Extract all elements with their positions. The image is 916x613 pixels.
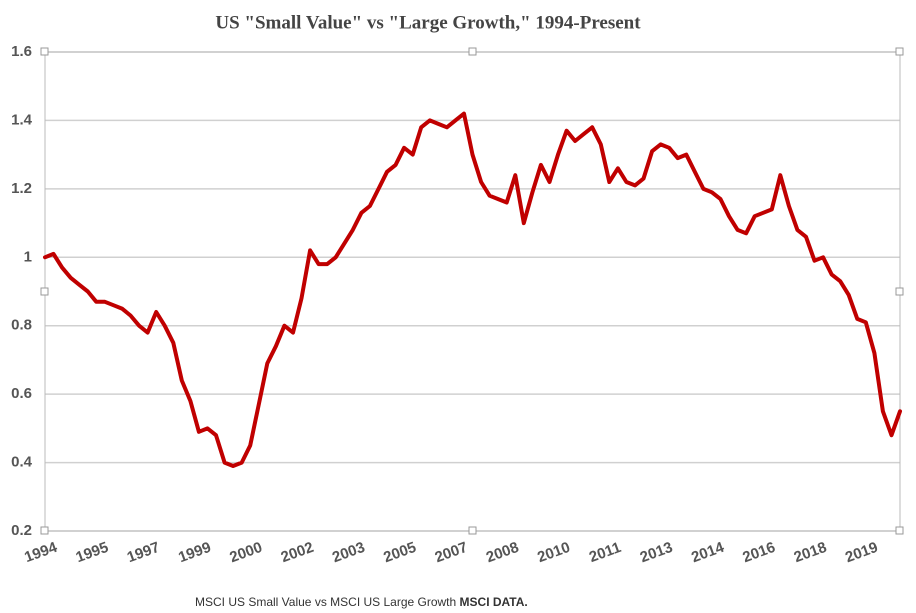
data-line xyxy=(43,111,902,468)
y-tick-label: 0.4 xyxy=(11,454,33,471)
x-tick-label: 2013 xyxy=(638,539,675,566)
caption-text: MSCI US Small Value vs MSCI US Large Gro… xyxy=(195,595,456,609)
source: MSCI DATA. xyxy=(460,595,528,609)
y-tick-label: 1.6 xyxy=(11,43,32,60)
frame-handles xyxy=(40,47,904,535)
y-tick-label: 0.8 xyxy=(11,317,32,334)
chart-title: US "Small Value" vs "Large Growth," 1994… xyxy=(215,12,641,33)
y-tick-label: 1.2 xyxy=(11,180,32,197)
x-tick-label: 2019 xyxy=(843,539,880,566)
x-tick-label: 1994 xyxy=(22,539,60,567)
y-tick-label: 1.4 xyxy=(11,111,33,128)
x-tick-label: 2010 xyxy=(535,539,572,566)
x-tick-label: 1995 xyxy=(74,539,111,566)
x-tick-label: 2002 xyxy=(279,539,316,566)
plot-frame xyxy=(44,51,901,532)
x-tick-label: 1997 xyxy=(125,539,162,566)
caption: MSCI US Small Value vs MSCI US Large Gro… xyxy=(195,595,528,609)
x-tick-label: 1999 xyxy=(176,539,213,566)
x-tick-label: 2011 xyxy=(587,539,623,566)
y-tick-label: 0.6 xyxy=(11,385,32,402)
x-tick-label: 2014 xyxy=(689,539,727,567)
x-tick-label: 2003 xyxy=(330,539,367,566)
x-tick-label: 2018 xyxy=(792,539,829,566)
y-tick-label: 1 xyxy=(24,248,32,265)
x-tick-label: 2008 xyxy=(484,539,521,566)
y-tick-label: 0.2 xyxy=(11,522,32,539)
x-tick-label: 2016 xyxy=(740,539,777,566)
x-tick-label: 2005 xyxy=(381,539,418,566)
x-tick-label: 2000 xyxy=(227,539,264,566)
x-tick-label: 2007 xyxy=(433,539,470,566)
